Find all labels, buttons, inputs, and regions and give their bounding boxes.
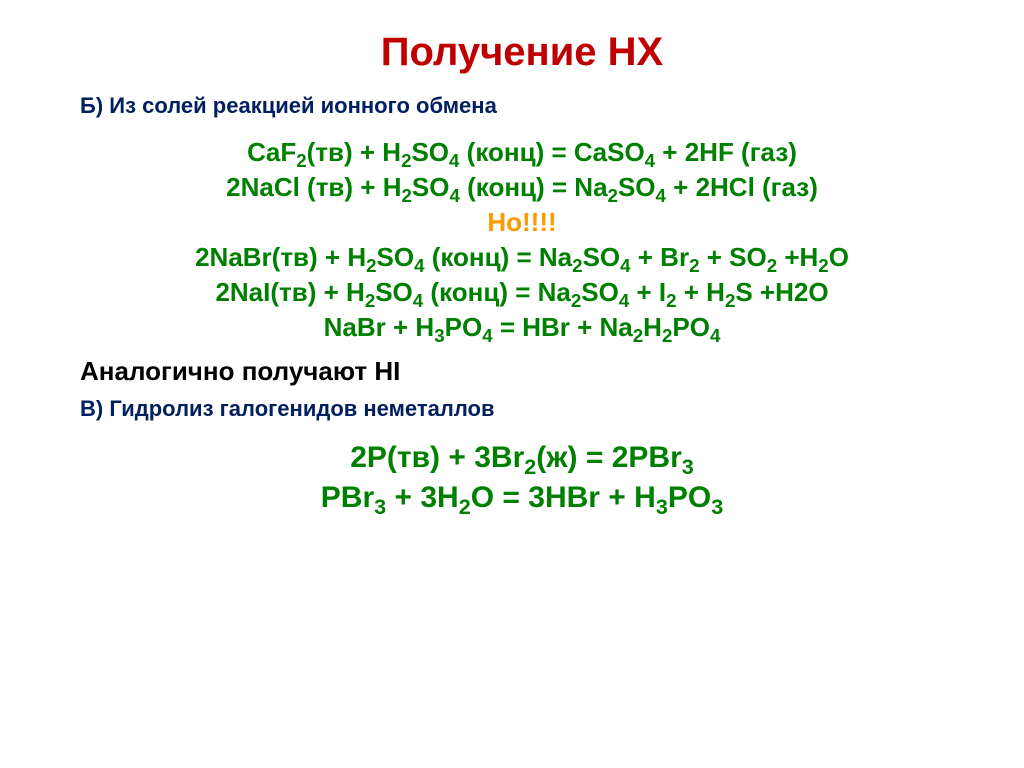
equation-line: 2NaI(тв) + H2SO4 (конц) = Na2SO4 + I2 + … — [80, 275, 964, 310]
equation-block-3: 2P(тв) + 3Br2(ж) = 2PBr3 PBr3 + 3H2O = 3… — [80, 438, 964, 519]
equation-line: PBr3 + 3H2O = 3HBr + H3PO3 — [80, 478, 964, 519]
equation-block-2: 2NaBr(тв) + H2SO4 (конц) = Na2SO4 + Br2 … — [80, 240, 964, 345]
section-b-heading: Б) Из солей реакцией ионного обмена — [80, 92, 964, 121]
equation-line: NaBr + H3PO4 = HBr + Na2H2PO4 — [80, 310, 964, 345]
equation-line: 2NaCl (тв) + H2SO4 (конц) = Na2SO4 + 2HC… — [80, 170, 964, 205]
slide: Получение НХ Б) Из солей реакцией ионног… — [0, 0, 1024, 768]
equation-line: CaF2(тв) + H2SO4 (конц) = CaSO4 + 2HF (г… — [80, 135, 964, 170]
but-text: Но!!!! — [80, 205, 964, 240]
but-exclamation: Но!!!! — [80, 205, 964, 240]
equation-line: 2P(тв) + 3Br2(ж) = 2PBr3 — [80, 438, 964, 479]
slide-title: Получение НХ — [80, 30, 964, 74]
equation-block-1: CaF2(тв) + H2SO4 (конц) = CaSO4 + 2HF (г… — [80, 135, 964, 205]
analog-line: Аналогично получают HI — [80, 355, 964, 389]
equation-line: 2NaBr(тв) + H2SO4 (конц) = Na2SO4 + Br2 … — [80, 240, 964, 275]
section-v-heading: В) Гидролиз галогенидов неметаллов — [80, 395, 964, 424]
